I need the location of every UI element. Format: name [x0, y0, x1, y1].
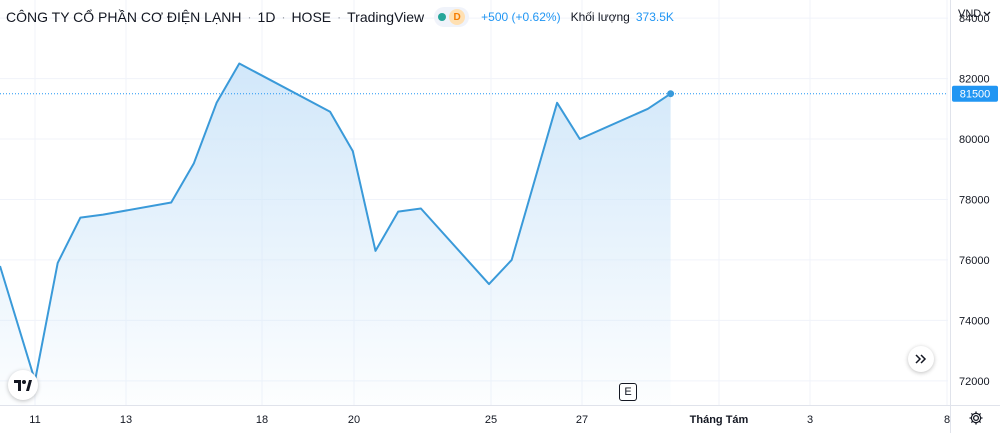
data-point [192, 161, 196, 165]
currency-label: VND [958, 8, 982, 20]
x-tick-label: 18 [256, 414, 268, 426]
separator-dot: · [337, 10, 342, 24]
data-point [555, 101, 559, 105]
x-tick-label: 20 [348, 414, 360, 426]
area-fill-layer [0, 63, 671, 405]
data-point [101, 213, 105, 217]
series-line-layer [0, 62, 672, 382]
chevron-down-icon [983, 11, 991, 16]
y-tick-label: 72000 [959, 376, 990, 388]
x-tick-label: 13 [120, 414, 132, 426]
y-tick-label: 74000 [959, 315, 990, 327]
data-point [56, 261, 60, 265]
x-tick-label: 8 [944, 414, 950, 426]
area-fill [0, 63, 671, 405]
x-axis[interactable]: 11 13 18 20 25 27 Tháng Tám 3 8 [0, 405, 1000, 427]
scroll-to-realtime-button[interactable] [908, 346, 934, 372]
data-point [374, 249, 378, 253]
data-point [169, 201, 173, 205]
interval-label[interactable]: 1D [257, 9, 276, 25]
provider-label: TradingView [347, 9, 425, 25]
last-price-point [667, 90, 675, 98]
exchange-label: HOSE [291, 9, 332, 25]
y-tick-label: 84000 [959, 13, 990, 25]
x-tick-label: 27 [576, 414, 588, 426]
delayed-data-badge: D [449, 9, 466, 25]
current-price-label-bg [952, 85, 998, 102]
series-line [0, 62, 672, 382]
currency-selector[interactable]: VND [958, 8, 991, 20]
y-tick-label: 76000 [959, 255, 990, 267]
chart-legend-header: CÔNG TY CỔ PHẦN CƠ ĐIỆN LẠNH · 1D · HOSE… [6, 6, 674, 28]
earnings-marker-letter: E [624, 386, 632, 398]
double-chevron-right-icon [915, 354, 927, 364]
market-open-dot-icon [438, 13, 447, 21]
y-tick-label: 78000 [959, 194, 990, 206]
data-point [487, 282, 491, 286]
volume-label: Khối lượng [570, 10, 630, 24]
data-points-layer [0, 61, 675, 286]
symbol-title[interactable]: CÔNG TY CỔ PHẦN CƠ ĐIỆN LẠNH [6, 9, 242, 25]
earnings-event-marker[interactable]: E [619, 383, 637, 401]
current-price-line-layer: 81500 [0, 85, 998, 102]
x-tick-label: 11 [29, 414, 40, 426]
data-point [328, 110, 332, 114]
data-point [646, 107, 650, 111]
y-axis[interactable]: 84000 82000 80000 78000 76000 74000 72000 [950, 0, 990, 433]
data-point [215, 101, 219, 105]
data-point [578, 137, 582, 141]
data-point [237, 61, 241, 65]
price-change: +500 (+0.62%) [481, 10, 561, 24]
tradingview-logo[interactable] [8, 370, 38, 400]
y-tick-label: 82000 [959, 74, 990, 86]
current-price-label: 81500 [960, 89, 991, 101]
separator-dot: · [247, 10, 252, 24]
data-point [0, 264, 2, 268]
data-point [419, 207, 423, 211]
chart-settings-button[interactable] [966, 408, 986, 428]
gear-icon [969, 411, 983, 425]
data-point [78, 216, 82, 220]
tradingview-logo-icon [14, 379, 32, 391]
data-point [510, 258, 514, 262]
data-point [396, 210, 400, 214]
y-tick-label: 80000 [959, 134, 990, 146]
market-status-pill[interactable]: D [434, 7, 470, 27]
x-tick-label: Tháng Tám [690, 414, 749, 426]
data-point [351, 149, 355, 153]
volume-value: 373.5K [635, 10, 674, 24]
separator-dot: · [281, 10, 286, 24]
x-tick-label: 3 [807, 414, 813, 426]
x-tick-label: 25 [485, 414, 497, 426]
